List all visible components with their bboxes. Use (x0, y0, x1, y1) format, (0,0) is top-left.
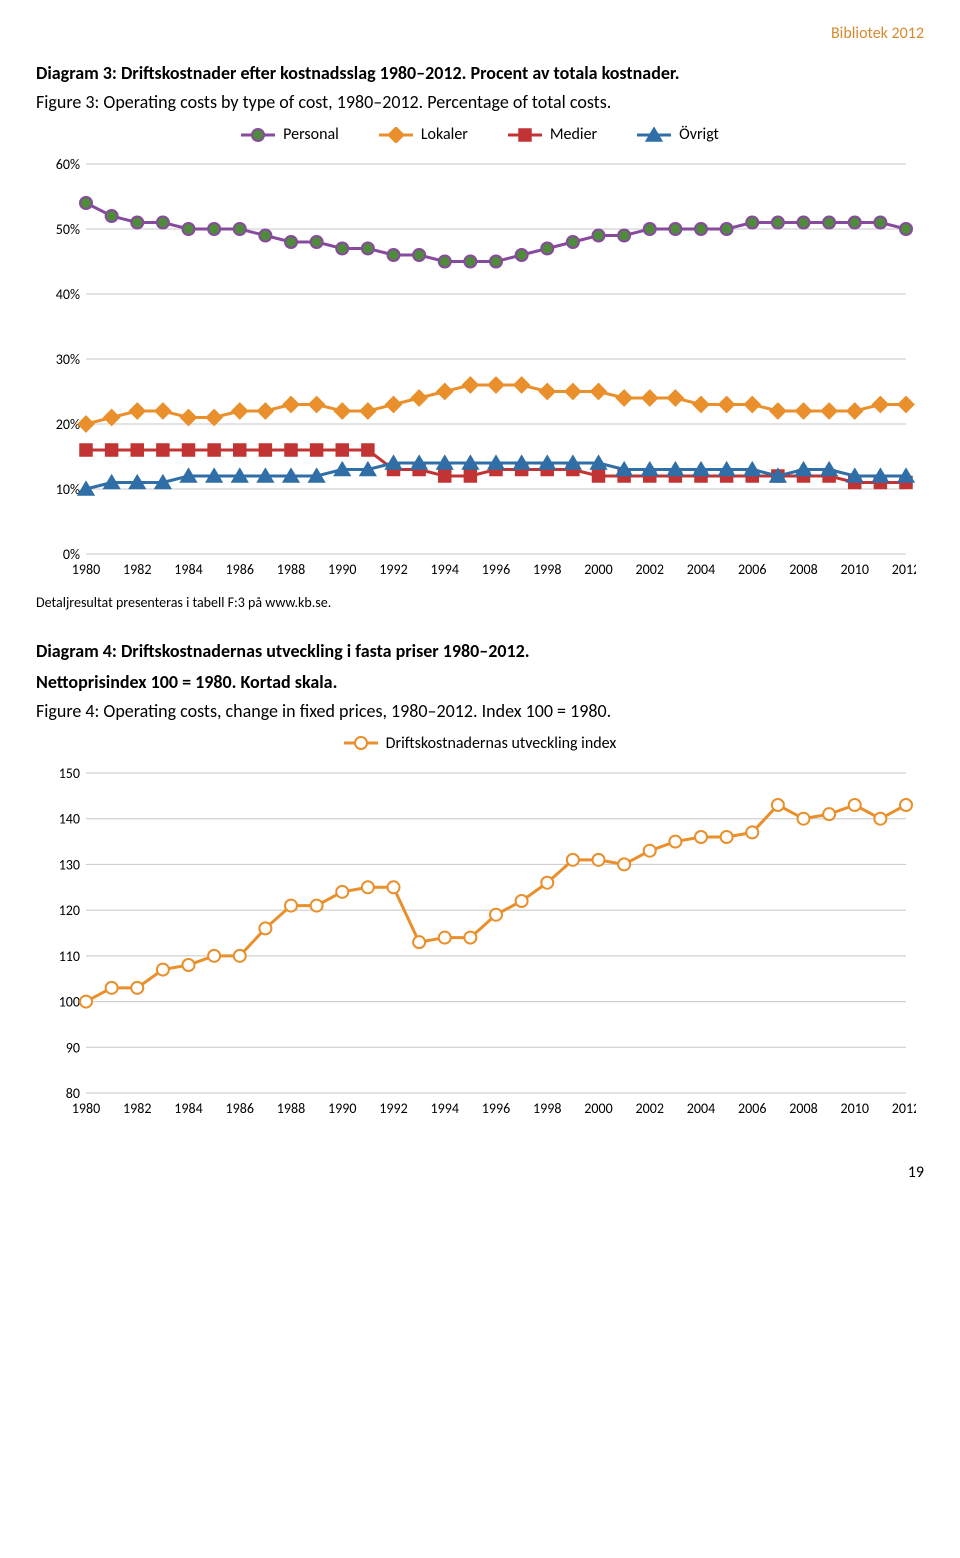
svg-text:2004: 2004 (687, 561, 715, 578)
svg-text:2002: 2002 (636, 561, 664, 578)
chart3-plot: 0%10%20%30%40%50%60%19801982198419861988… (36, 154, 924, 584)
legend-item: Lokaler (379, 125, 468, 144)
svg-text:1990: 1990 (328, 1100, 356, 1117)
svg-text:1982: 1982 (123, 1100, 151, 1117)
chart3-title: Diagram 3: Driftskostnader efter kostnad… (36, 61, 924, 85)
svg-text:100: 100 (59, 993, 80, 1010)
svg-text:1980: 1980 (72, 1100, 100, 1117)
chart-svg: 0%10%20%30%40%50%60%19801982198419861988… (36, 154, 916, 584)
svg-text:50%: 50% (56, 221, 80, 238)
svg-text:30%: 30% (56, 351, 80, 368)
svg-text:2002: 2002 (636, 1100, 664, 1117)
chart4-title-line1: Diagram 4: Driftskostnadernas utveckling… (36, 639, 924, 663)
svg-text:150: 150 (59, 765, 80, 782)
svg-text:2006: 2006 (738, 561, 766, 578)
svg-text:1992: 1992 (379, 1100, 407, 1117)
legend-label: Personal (283, 125, 339, 144)
svg-text:1988: 1988 (277, 1100, 305, 1117)
svg-text:1986: 1986 (226, 561, 254, 578)
legend-item: Driftskostnadernas utveckling index (344, 734, 617, 753)
svg-text:40%: 40% (56, 286, 80, 303)
chart-svg: 8090100110120130140150198019821984198619… (36, 763, 916, 1123)
svg-text:2006: 2006 (738, 1100, 766, 1117)
svg-text:2010: 2010 (841, 1100, 869, 1117)
svg-text:1986: 1986 (226, 1100, 254, 1117)
svg-text:1984: 1984 (174, 561, 202, 578)
chart3-subtitle: Figure 3: Operating costs by type of cos… (36, 91, 924, 113)
page-number: 19 (36, 1163, 924, 1182)
legend-item: Övrigt (637, 125, 719, 144)
chart3-legend: Personal Lokaler Medier Övrigt (36, 125, 924, 144)
svg-text:2000: 2000 (584, 561, 612, 578)
svg-text:2008: 2008 (789, 1100, 817, 1117)
chart4-subtitle: Figure 4: Operating costs, change in fix… (36, 700, 924, 722)
chart4-legend: Driftskostnadernas utveckling index (36, 734, 924, 753)
svg-text:60%: 60% (56, 156, 80, 173)
chart4-plot: 8090100110120130140150198019821984198619… (36, 763, 924, 1123)
header-tag: Bibliotek 2012 (36, 24, 924, 43)
svg-text:2004: 2004 (687, 1100, 715, 1117)
svg-text:1994: 1994 (431, 561, 459, 578)
svg-text:1992: 1992 (379, 561, 407, 578)
svg-text:130: 130 (59, 856, 80, 873)
svg-text:1990: 1990 (328, 561, 356, 578)
svg-text:1998: 1998 (533, 1100, 561, 1117)
svg-text:1988: 1988 (277, 561, 305, 578)
svg-text:2000: 2000 (584, 1100, 612, 1117)
legend-label: Driftskostnadernas utveckling index (386, 734, 617, 753)
svg-text:1994: 1994 (431, 1100, 459, 1117)
svg-text:2012: 2012 (892, 561, 916, 578)
svg-text:1980: 1980 (72, 561, 100, 578)
svg-text:1998: 1998 (533, 561, 561, 578)
chart4-title-line2: Nettoprisindex 100 = 1980. Kortad skala. (36, 670, 924, 694)
legend-label: Lokaler (421, 125, 468, 144)
legend-label: Medier (550, 125, 597, 144)
svg-text:1982: 1982 (123, 561, 151, 578)
svg-text:1996: 1996 (482, 561, 510, 578)
legend-label: Övrigt (679, 125, 719, 144)
svg-text:10%: 10% (56, 481, 80, 498)
svg-text:120: 120 (59, 902, 80, 919)
legend-item: Medier (508, 125, 597, 144)
svg-text:90: 90 (66, 1039, 80, 1056)
svg-text:2012: 2012 (892, 1100, 916, 1117)
svg-text:1996: 1996 (482, 1100, 510, 1117)
legend-item: Personal (241, 125, 339, 144)
chart3-note: Detaljresultat presenteras i tabell F:3 … (36, 594, 924, 611)
svg-text:140: 140 (59, 811, 80, 828)
svg-text:110: 110 (59, 948, 80, 965)
svg-text:20%: 20% (56, 416, 80, 433)
svg-text:2010: 2010 (841, 561, 869, 578)
svg-text:2008: 2008 (789, 561, 817, 578)
svg-text:1984: 1984 (174, 1100, 202, 1117)
